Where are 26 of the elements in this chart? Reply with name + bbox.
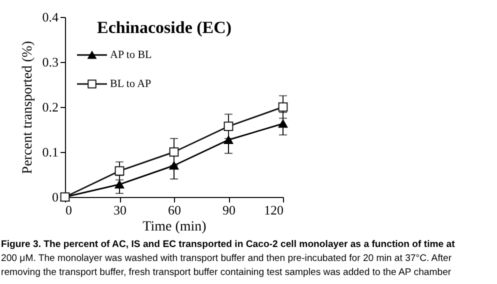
y-tick-label: 0 xyxy=(52,190,58,204)
point xyxy=(114,180,124,189)
point xyxy=(169,161,179,170)
y-tick-label: 0.4 xyxy=(42,10,59,24)
point xyxy=(114,166,124,176)
caption: Figure 3. The percent of AC, IS and EC transported in Caco-2 cell monolayer as a function of time at xyxy=(1,239,456,250)
y-tick-label: 0.2 xyxy=(42,100,58,114)
x-tick-label: 60 xyxy=(168,202,181,218)
legend-label: BL to AP xyxy=(110,78,152,90)
x-tick-label: 90 xyxy=(222,202,236,218)
x-tick-label: 30 xyxy=(114,202,126,218)
legend-label: AP to BL xyxy=(110,49,152,61)
point xyxy=(278,120,288,128)
text: 200 μM. The monolayer was washed with transport buffer and then pre-incubated for 20 min at 37°C. After xyxy=(1,253,452,264)
point xyxy=(224,136,234,144)
point xyxy=(278,102,288,112)
y-axis-title: Percent transported (%) xyxy=(20,40,36,174)
text: removing the transport buffer, fresh transport buffer containing test samples was added to the AP chamber xyxy=(1,267,452,278)
x-tick-label: 120 xyxy=(264,202,284,218)
x-tick-label: 0 xyxy=(66,202,72,218)
y-tick-label: 0.1 xyxy=(42,144,58,160)
y-tick-label: 0.3 xyxy=(42,54,58,70)
chart-title: Echinacoside (EC) xyxy=(97,18,232,37)
x-axis-title: Time (min) xyxy=(142,220,207,234)
point xyxy=(224,122,234,132)
point xyxy=(169,147,179,157)
